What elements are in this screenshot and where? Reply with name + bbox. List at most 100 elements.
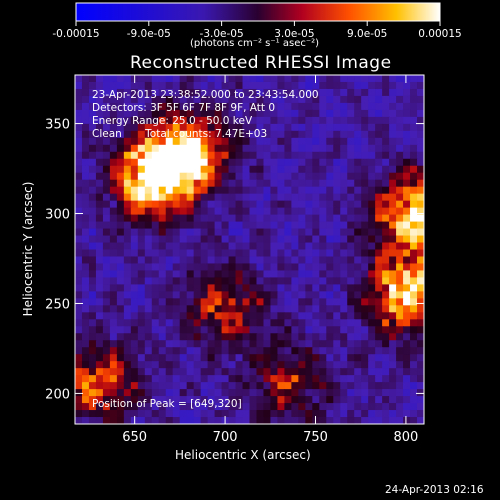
- heatmap-cell: [81, 417, 90, 424]
- heatmap-cell: [207, 277, 216, 285]
- heatmap-cell: [165, 123, 174, 132]
- heatmap-cell: [75, 235, 83, 244]
- heatmap-cell: [375, 347, 383, 355]
- heatmap-cell: [221, 235, 230, 244]
- heatmap-cell: [116, 326, 125, 334]
- heatmap-cell: [354, 88, 362, 97]
- heatmap-cell: [403, 109, 411, 118]
- heatmap-cell: [186, 277, 195, 285]
- heatmap-cell: [403, 410, 411, 418]
- heatmap-cell: [417, 270, 424, 279]
- heatmap-cell: [291, 109, 299, 118]
- heatmap-cell: [95, 165, 104, 174]
- heatmap-cell: [326, 116, 334, 125]
- heatmap-cell: [368, 235, 376, 244]
- heatmap-cell: [403, 347, 411, 355]
- heatmap-cell: [249, 81, 258, 90]
- heatmap-cell: [340, 389, 348, 397]
- heatmap-cell: [242, 277, 251, 285]
- heatmap-cell: [263, 102, 272, 111]
- heatmap-cell: [235, 333, 244, 341]
- heatmap-cell: [263, 368, 272, 376]
- heatmap-cell: [109, 144, 118, 153]
- heatmap-cell: [144, 277, 153, 285]
- heatmap-cell: [305, 403, 313, 411]
- heatmap-cell: [305, 291, 313, 299]
- heatmap-cell: [109, 81, 118, 90]
- heatmap-cell: [95, 249, 104, 258]
- heatmap-cell: [270, 137, 279, 146]
- heatmap-cell: [75, 382, 83, 390]
- heatmap-cell: [109, 165, 118, 174]
- heatmap-cell: [179, 354, 188, 362]
- heatmap-cell: [389, 375, 397, 383]
- heatmap-cell: [291, 88, 299, 97]
- heatmap-cell: [270, 333, 279, 341]
- heatmap-cell: [137, 151, 146, 160]
- heatmap-cell: [326, 305, 334, 313]
- heatmap-cell: [270, 270, 279, 279]
- heatmap-cell: [75, 340, 83, 348]
- heatmap-cell: [340, 333, 348, 341]
- heatmap-cell: [298, 214, 306, 223]
- heatmap-cell: [305, 270, 313, 279]
- heatmap-cell: [144, 291, 153, 299]
- heatmap-cell: [382, 109, 390, 118]
- heatmap-cell: [102, 81, 111, 90]
- heatmap-cell: [158, 298, 167, 306]
- heatmap-cell: [396, 354, 404, 362]
- heatmap-cell: [200, 214, 209, 223]
- heatmap-cell: [158, 130, 167, 139]
- heatmap-cell: [277, 207, 285, 216]
- heatmap-cell: [137, 375, 146, 383]
- heatmap-cell: [333, 172, 341, 181]
- heatmap-cell: [277, 242, 285, 251]
- heatmap-cell: [186, 333, 195, 341]
- heatmap-cell: [298, 130, 306, 139]
- heatmap-cell: [179, 214, 188, 223]
- heatmap-cell: [200, 221, 209, 230]
- heatmap-cell: [123, 305, 132, 313]
- heatmap-cell: [361, 242, 369, 251]
- heatmap-cell: [144, 410, 153, 418]
- heatmap-cell: [326, 291, 334, 299]
- heatmap-cell: [116, 186, 125, 195]
- heatmap-cell: [305, 207, 313, 216]
- heatmap-cell: [403, 228, 411, 237]
- heatmap-cell: [109, 207, 118, 216]
- heatmap-cell: [81, 165, 90, 174]
- heatmap-cell: [305, 144, 313, 153]
- heatmap-cell: [116, 291, 125, 299]
- heatmap-cell: [326, 151, 334, 160]
- heatmap-cell: [88, 305, 97, 313]
- heatmap-cell: [417, 368, 424, 376]
- heatmap-cell: [326, 333, 334, 341]
- heatmap-cell: [235, 172, 244, 181]
- y-tick-label: 300: [45, 208, 70, 223]
- heatmap-cell: [221, 256, 230, 265]
- heatmap-cell: [263, 165, 272, 174]
- heatmap-cell: [200, 277, 209, 285]
- heatmap-cell: [137, 270, 146, 279]
- heatmap-cell: [361, 75, 369, 83]
- heatmap-cell: [151, 172, 160, 181]
- heatmap-cell: [249, 403, 258, 411]
- heatmap-cell: [403, 403, 411, 411]
- heatmap-cell: [375, 284, 383, 292]
- heatmap-cell: [151, 382, 160, 390]
- heatmap-cell: [165, 417, 174, 424]
- heatmap-cell: [361, 109, 369, 118]
- heatmap-cell: [221, 186, 230, 195]
- heatmap-cell: [368, 298, 376, 306]
- heatmap-cell: [256, 389, 265, 397]
- heatmap-cell: [75, 221, 83, 230]
- heatmap-cell: [326, 137, 334, 146]
- heatmap-cell: [354, 354, 362, 362]
- heatmap-cell: [298, 200, 306, 209]
- heatmap-cell: [410, 81, 418, 90]
- heatmap-cell: [137, 172, 146, 181]
- heatmap-cell: [109, 354, 118, 362]
- heatmap-cell: [123, 144, 132, 153]
- heatmap-cell: [144, 144, 153, 153]
- heatmap-cell: [172, 354, 181, 362]
